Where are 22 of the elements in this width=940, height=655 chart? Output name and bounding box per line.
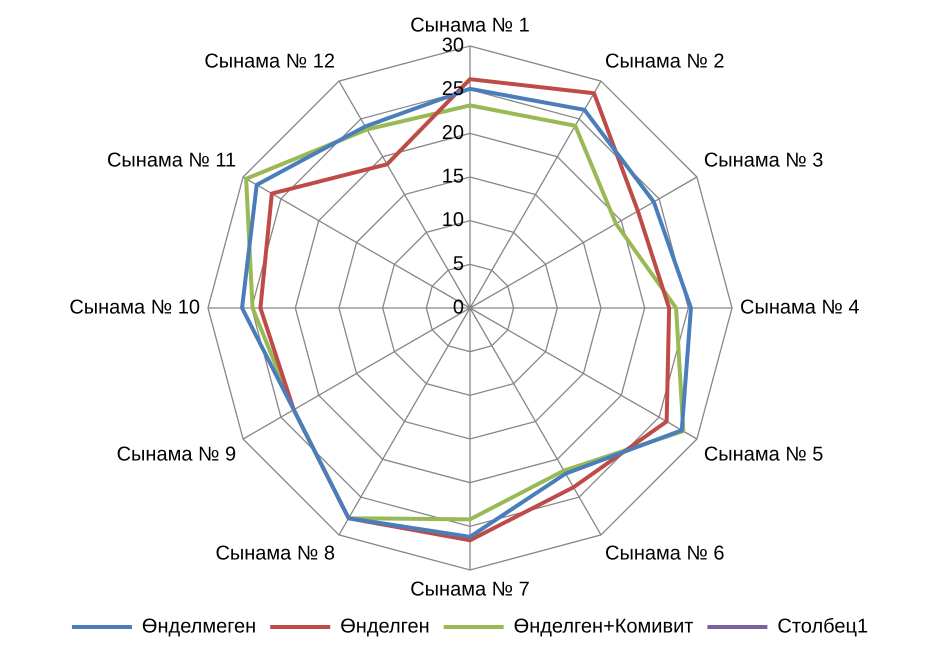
legend-label: Өнделген xyxy=(340,616,430,638)
y-tick-label: 0 xyxy=(452,296,464,319)
spoke-label: Сынама № 10 xyxy=(69,296,200,319)
spoke-label: Сынама № 3 xyxy=(704,150,824,172)
spoke-label: Сынама № 9 xyxy=(116,444,236,466)
spoke-label: Сынама № 11 xyxy=(106,150,236,172)
legend-label: Өнделген+Комивит xyxy=(514,616,694,638)
spoke-label: Сынама № 12 xyxy=(204,50,335,73)
y-tick-label: 10 xyxy=(442,209,464,232)
legend-label: Столбец1 xyxy=(777,616,868,638)
spoke-label: Сынама № 2 xyxy=(605,50,725,73)
spoke-label: Сынама № 1 xyxy=(410,14,530,37)
spoke-label: Сынама № 8 xyxy=(215,542,335,564)
y-tick-label: 30 xyxy=(442,34,464,57)
spoke-label: Сынама № 6 xyxy=(605,542,725,564)
spoke-label: Сынама № 7 xyxy=(410,578,530,601)
spoke-label: Сынама № 4 xyxy=(740,296,860,319)
y-tick-label: 15 xyxy=(442,166,464,188)
legend-label: Өнделмеген xyxy=(142,616,256,638)
spoke-label: Сынама № 5 xyxy=(704,444,824,466)
y-tick-label: 5 xyxy=(452,252,464,275)
y-tick-label: 20 xyxy=(442,122,464,144)
